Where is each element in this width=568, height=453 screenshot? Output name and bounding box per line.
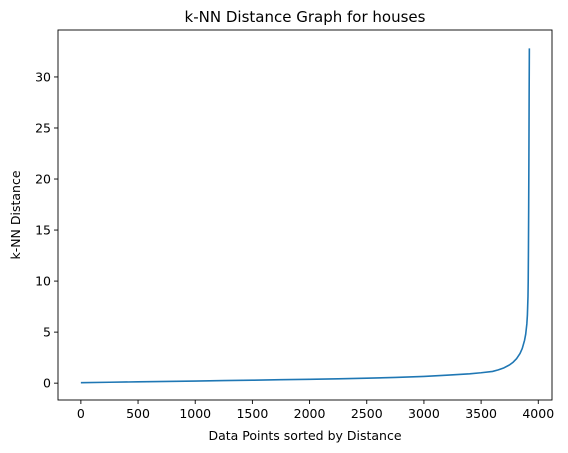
x-tick-label: 500 xyxy=(126,406,150,421)
series-line xyxy=(80,48,531,384)
x-tick-label: 1000 xyxy=(179,406,211,421)
plot-frame xyxy=(57,29,553,401)
y-tick-label: 15 xyxy=(35,223,51,238)
y-tick-label: 25 xyxy=(35,120,51,135)
x-tick-label: 2500 xyxy=(351,406,383,421)
y-axis: 0 5 10 15 20 25 30 xyxy=(35,69,58,391)
x-tick-label: 3000 xyxy=(408,406,440,421)
x-tick-label: 3500 xyxy=(465,406,497,421)
y-tick-label: 10 xyxy=(35,274,51,289)
chart-title: k-NN Distance Graph for houses xyxy=(185,8,426,26)
y-axis-label: k-NN Distance xyxy=(8,170,23,259)
y-tick-label: 30 xyxy=(35,69,51,84)
x-tick-label: 1500 xyxy=(236,406,268,421)
y-tick-label: 5 xyxy=(43,325,51,340)
x-tick-label: 0 xyxy=(77,406,85,421)
x-axis: 0 500 1000 1500 2000 2500 3000 3500 4000 xyxy=(77,400,554,421)
x-axis-label: Data Points sorted by Distance xyxy=(208,428,401,443)
x-tick-label: 4000 xyxy=(522,406,554,421)
y-tick-label: 0 xyxy=(43,376,51,391)
x-tick-label: 2000 xyxy=(294,406,326,421)
plot-area xyxy=(58,30,552,400)
y-tick-label: 20 xyxy=(35,172,51,187)
